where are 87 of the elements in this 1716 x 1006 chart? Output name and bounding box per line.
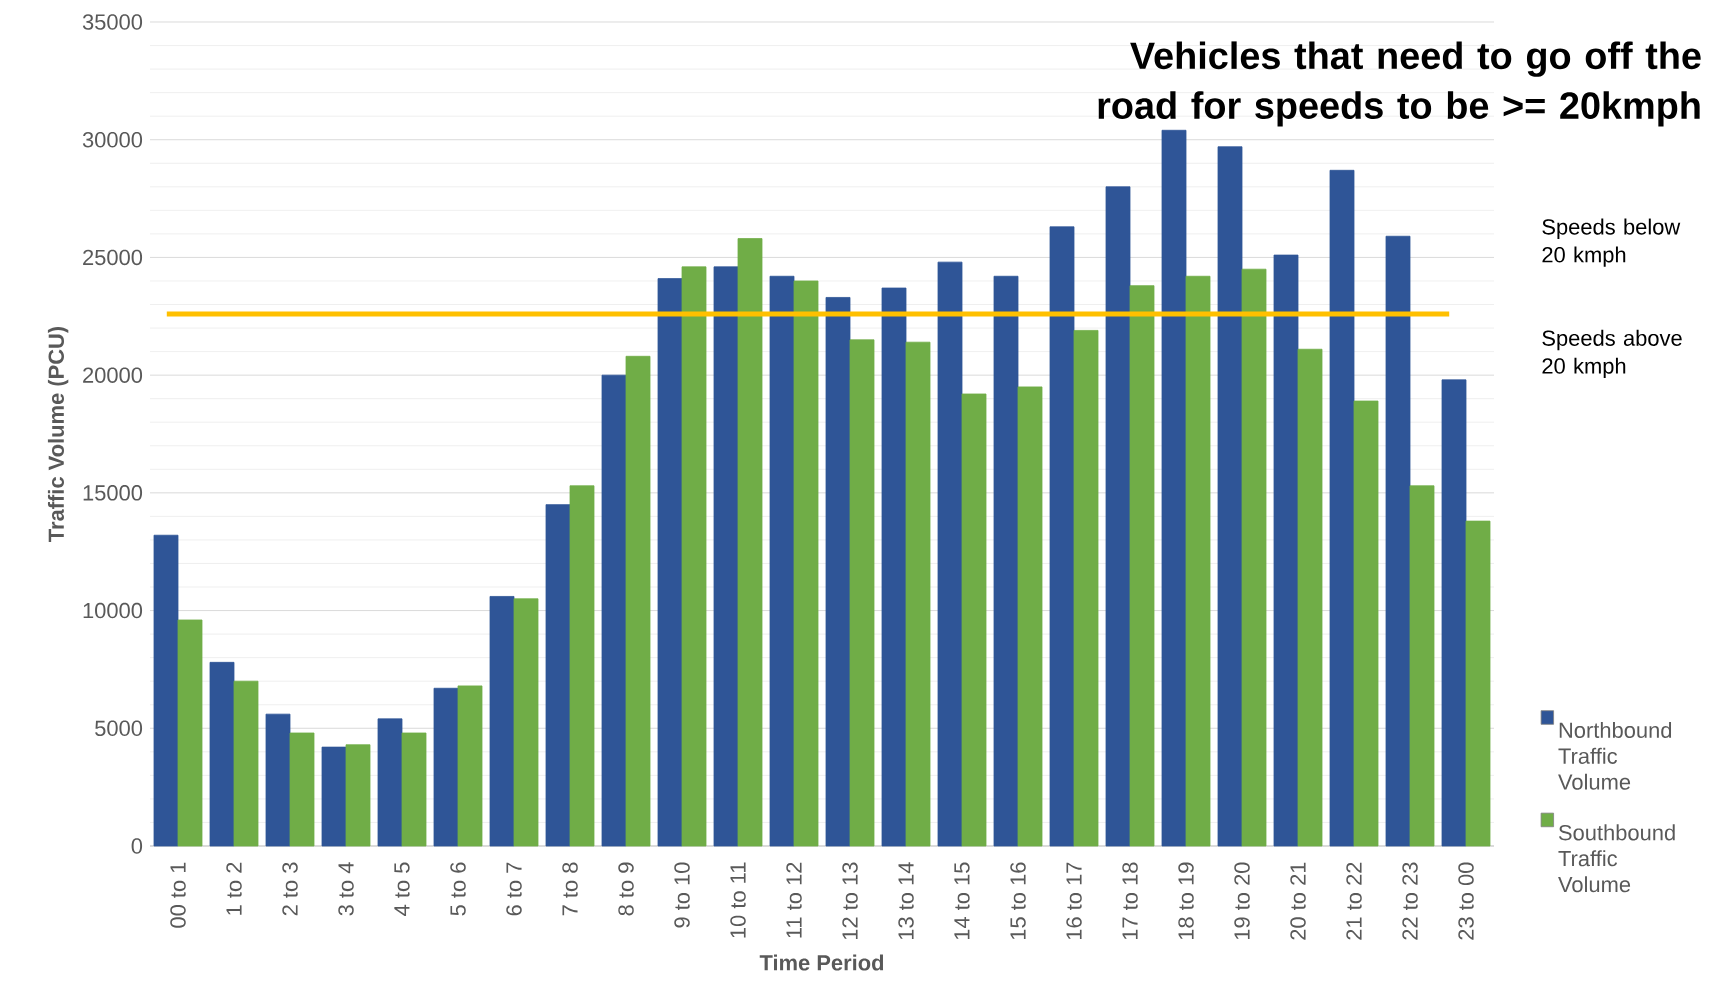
legend-label: Southbound Traffic Volume xyxy=(1558,824,1675,893)
x-tick-label: 23 to 00 xyxy=(1458,862,1474,940)
legend-label: Northbound Traffic Volume xyxy=(1558,721,1672,790)
y-tick-label: 25000 xyxy=(83,249,143,266)
x-tick-label: 11 to 12 xyxy=(786,862,802,938)
bar xyxy=(321,746,347,847)
x-tick-label: 3 to 4 xyxy=(338,862,354,916)
x-tick-label: 7 to 8 xyxy=(562,862,578,916)
x-tick-label: 19 to 20 xyxy=(1234,862,1250,940)
bar xyxy=(513,598,539,847)
bar xyxy=(681,266,707,847)
bar xyxy=(545,504,571,847)
bar xyxy=(177,619,203,847)
y-tick-label: 20000 xyxy=(83,367,143,383)
bar xyxy=(713,266,739,847)
bar xyxy=(457,685,483,847)
bar xyxy=(289,732,315,847)
bar xyxy=(849,339,875,847)
y-tick-label: 30000 xyxy=(82,131,143,148)
bar xyxy=(793,280,819,847)
bar xyxy=(1185,275,1211,847)
x-tick-label: 2 to 3 xyxy=(282,862,298,916)
bar xyxy=(625,355,651,847)
x-tick-label: 5 to 6 xyxy=(450,862,466,916)
bar xyxy=(881,287,907,847)
x-tick-label: 1 to 2 xyxy=(226,862,242,915)
bar xyxy=(937,261,963,847)
bar xyxy=(1217,146,1243,847)
x-tick-label: 12 to 13 xyxy=(842,862,858,940)
x-tick-label: 4 to 5 xyxy=(394,862,410,916)
bar xyxy=(1353,400,1379,847)
text: Speeds above 20 kmph xyxy=(1542,329,1682,379)
bar xyxy=(377,718,403,847)
bar xyxy=(657,278,683,847)
bar xyxy=(993,275,1019,847)
x-tick-label: 14 to 15 xyxy=(954,862,970,940)
bar xyxy=(209,661,235,847)
x-tick-label: 00 to 1 xyxy=(170,862,186,928)
bar xyxy=(345,744,371,847)
bar xyxy=(569,485,595,847)
x-tick-label: 6 to 7 xyxy=(506,862,522,916)
x-tick-label: 17 to 18 xyxy=(1122,862,1138,940)
x-axis-title: Time Period xyxy=(759,954,884,971)
bar xyxy=(1241,268,1267,847)
y-tick-label: 35000 xyxy=(82,14,143,30)
x-tick-label: 15 to 16 xyxy=(1010,862,1026,940)
bar xyxy=(1329,169,1355,847)
y-tick-label: 10000 xyxy=(83,602,143,619)
bar xyxy=(905,341,931,847)
bar xyxy=(1465,520,1491,847)
x-tick-label: 22 to 23 xyxy=(1402,862,1418,940)
x-tick-label: 21 to 22 xyxy=(1346,862,1362,940)
bar xyxy=(1161,129,1187,847)
bar xyxy=(401,732,427,847)
bar xyxy=(1017,386,1043,847)
x-tick-label: 8 to 9 xyxy=(618,862,634,916)
bar xyxy=(1409,485,1435,847)
y-tick-label: 15000 xyxy=(83,485,143,501)
bar xyxy=(737,238,763,847)
x-tick-label: 10 to 11 xyxy=(730,862,746,938)
bar xyxy=(769,275,795,847)
bar xyxy=(1073,330,1099,847)
bar xyxy=(1297,348,1323,847)
bar xyxy=(233,680,259,847)
bar xyxy=(601,374,627,847)
y-tick-label: 0 xyxy=(131,838,143,854)
bar xyxy=(153,534,179,847)
x-tick-label: 9 to 10 xyxy=(674,862,690,928)
bar xyxy=(1441,379,1467,847)
bar xyxy=(1129,285,1155,847)
bar xyxy=(1273,254,1299,847)
bar xyxy=(1105,186,1131,847)
text: Vehicles that need to go off the road for speeds to be >= 20kmph xyxy=(1098,41,1701,127)
text: Speeds below 20 kmph xyxy=(1542,218,1681,267)
bar xyxy=(825,297,851,847)
bar xyxy=(961,393,987,847)
y-tick-label: 5000 xyxy=(95,720,143,737)
bar xyxy=(1385,235,1411,847)
bar xyxy=(489,596,515,847)
y-axis-title: Traffic Volume (PCU) xyxy=(47,326,69,542)
x-tick-label: 13 to 14 xyxy=(898,862,914,940)
x-tick-label: 18 to 19 xyxy=(1178,862,1194,940)
x-tick-label: 16 to 17 xyxy=(1066,862,1082,940)
bar xyxy=(265,713,291,847)
x-tick-label: 20 to 21 xyxy=(1290,862,1306,940)
bar xyxy=(433,687,459,847)
bar xyxy=(1049,226,1075,847)
